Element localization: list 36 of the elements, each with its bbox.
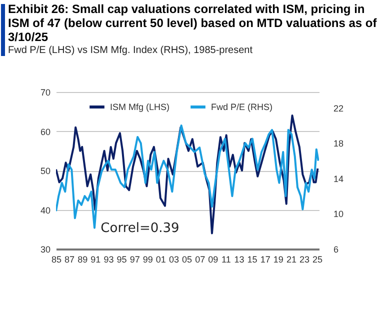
y-tick-label: 60: [40, 126, 50, 137]
chart-title: Exhibit 26: Small cap valuations correlated with ISM, pricing in ISM of 47 (below current 50 level) based on MTD valuations as of 3/10/25: [8, 2, 378, 44]
y2-tick-label: 22: [334, 103, 344, 114]
x-tick-label: 13: [234, 254, 244, 264]
x-tick-label: 97: [130, 254, 140, 264]
x-tick-label: 07: [195, 254, 206, 264]
x-tick-label: 01: [156, 254, 166, 264]
y-tick-label: 50: [40, 166, 50, 176]
y2-tick-label: 18: [334, 138, 344, 149]
x-tick-label: 19: [273, 254, 284, 264]
x-tick-label: 87: [64, 254, 75, 264]
x-tick-label: 89: [78, 254, 88, 264]
x-tick-label: 05: [182, 254, 192, 264]
x-tick-label: 99: [142, 254, 153, 264]
legend-label: Fwd P/E (RHS): [211, 102, 273, 112]
x-tick-label: 15: [247, 254, 258, 264]
x-tick-label: 17: [260, 254, 270, 264]
x-tick-label: 91: [90, 254, 101, 264]
y2-tick-label: 14: [334, 174, 344, 184]
y-tick-label: 30: [40, 244, 50, 254]
x-tick-label: 09: [208, 254, 218, 264]
x-tick-label: 11: [222, 254, 231, 264]
annotation: Correl=0.39: [100, 221, 180, 236]
x-tick-label: 21: [286, 254, 296, 264]
y-tick-label: 40: [40, 205, 50, 216]
x-tick-label: 03: [168, 254, 179, 264]
x-tick-label: 23: [299, 254, 310, 264]
chart-subtitle: Fwd P/E (LHS) vs ISM Mfg. Index (RHS), 1985-present: [8, 44, 254, 57]
x-tick-label: 85: [51, 254, 62, 264]
x-tick-label: 95: [116, 254, 127, 264]
x-tick-label: 25: [312, 254, 323, 264]
y-tick-label: 70: [40, 88, 50, 98]
y2-tick-label: 6: [334, 244, 339, 254]
x-tick-label: 93: [104, 254, 114, 264]
y2-tick-label: 10: [334, 209, 344, 220]
legend-label: ISM Mfg (LHS): [110, 102, 170, 112]
